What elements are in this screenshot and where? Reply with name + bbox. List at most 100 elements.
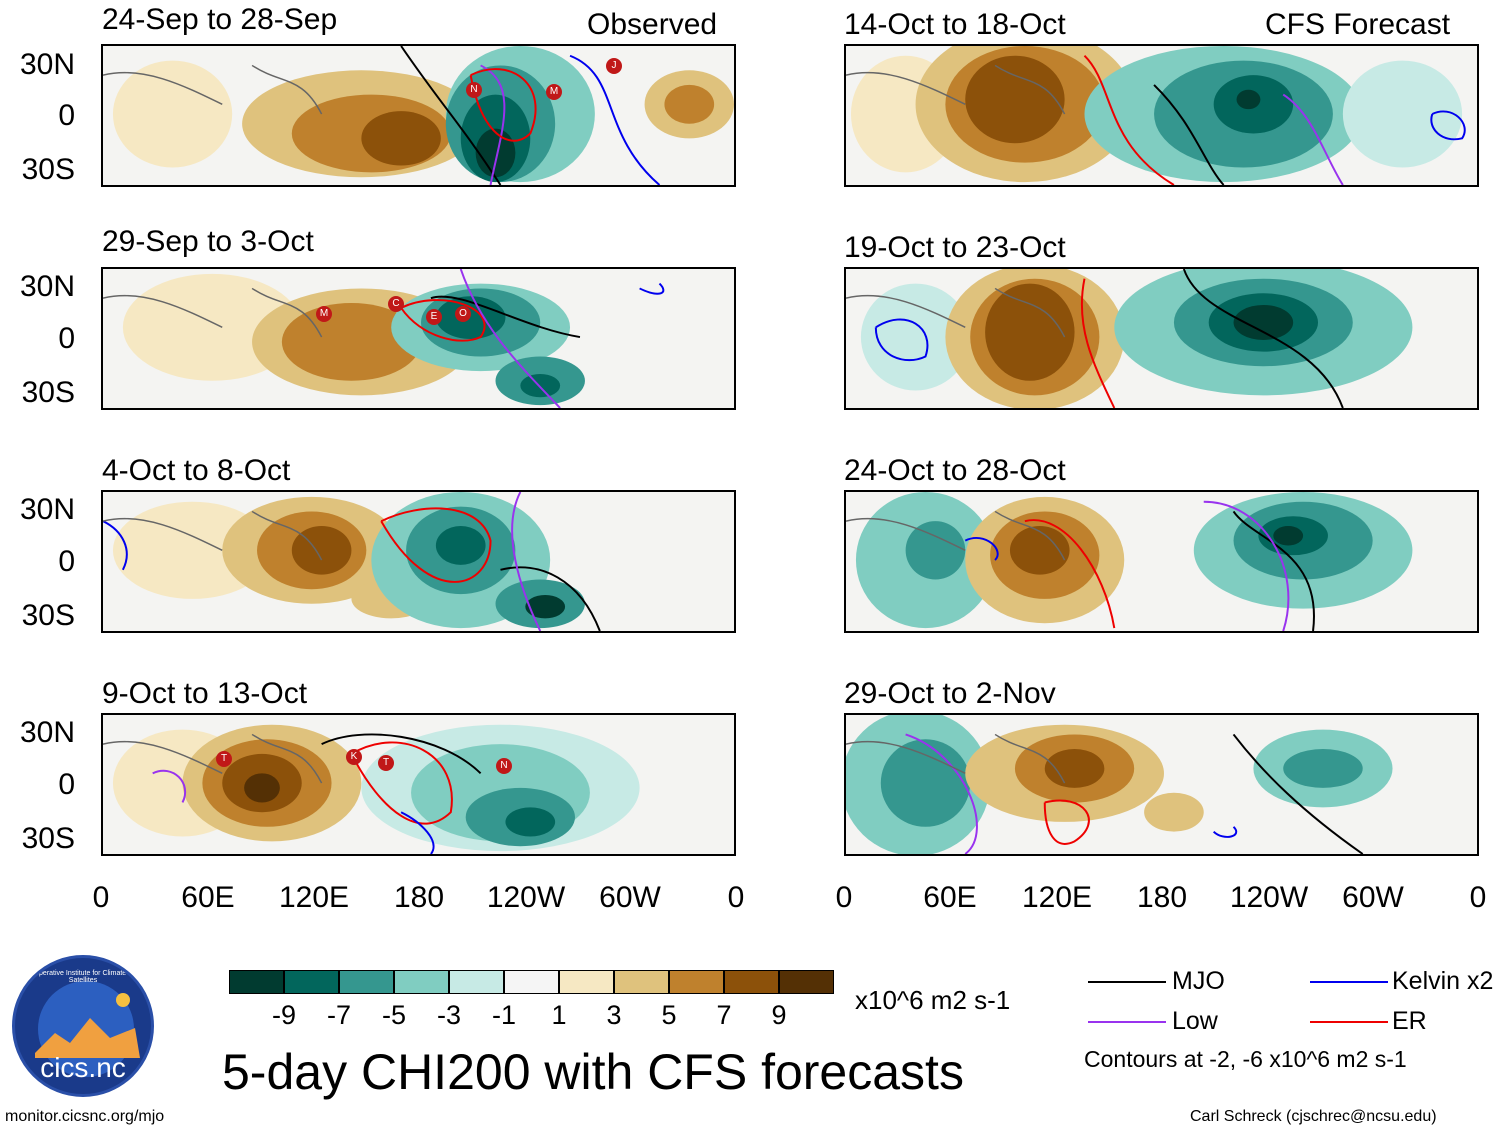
observed-map-3-field xyxy=(103,492,601,631)
observed-map-3 xyxy=(101,490,736,633)
forecast-period-2: 19-Oct to 23-Oct xyxy=(844,231,1066,264)
storm-marker-icon: N xyxy=(466,82,482,98)
cics-logo: Cooperative Institute for Climate and Sa… xyxy=(12,955,154,1097)
colorbar-tick: 5 xyxy=(661,1000,677,1030)
observed-map-1 xyxy=(101,44,736,187)
forecast-period-3: 24-Oct to 28-Oct xyxy=(844,454,1066,487)
forecast-header: CFS Forecast xyxy=(1265,8,1451,41)
forecast-map-1 xyxy=(844,44,1479,187)
colorbar-tick: -5 xyxy=(381,1000,406,1030)
colorbar-swatch xyxy=(339,970,394,994)
legend-line-kelvin xyxy=(1310,981,1388,983)
lat-label-30n: 30N xyxy=(19,493,75,526)
colorbar-swatch xyxy=(559,970,614,994)
colorbar-units: x10^6 m2 s-1 xyxy=(855,985,1011,1015)
storm-marker-icon: O xyxy=(455,306,471,322)
colorbar-swatch xyxy=(284,970,339,994)
lon-label-0: 0 xyxy=(92,881,110,914)
lat-label-30s: 30S xyxy=(21,153,75,186)
colorbar-swatch xyxy=(779,970,834,994)
lat-label-30n: 30N xyxy=(19,48,75,81)
forecast-map-1-field xyxy=(846,46,1466,185)
colorbar-tick: -3 xyxy=(436,1000,461,1030)
lat-label-30n: 30N xyxy=(19,716,75,749)
colorbar-tick: 1 xyxy=(551,1000,567,1030)
colorbar-tick: -1 xyxy=(491,1000,516,1030)
colorbar-tick: 9 xyxy=(771,1000,787,1030)
legend-line-mjo xyxy=(1088,981,1166,983)
storm-marker-icon: M xyxy=(316,306,332,322)
storm-marker-icon: M xyxy=(546,84,562,100)
colorbar-swatch xyxy=(504,970,559,994)
storm-marker-icon: J xyxy=(606,58,622,74)
lon-label-120e: 120E xyxy=(278,881,350,914)
legend-label-mjo: MJO xyxy=(1172,967,1225,995)
storm-marker-icon: N xyxy=(496,758,512,774)
storm-marker-icon: T xyxy=(216,751,232,767)
colorbar-tick: -9 xyxy=(271,1000,296,1030)
main-title: 5-day CHI200 with CFS forecasts xyxy=(222,1044,964,1100)
forecast-map-4-field xyxy=(846,715,1393,854)
legend-label-low: Low xyxy=(1172,1007,1218,1035)
lon-label-0: 0 xyxy=(835,881,853,914)
colorbar-swatch xyxy=(724,970,779,994)
lat-label-30s: 30S xyxy=(21,599,75,632)
colorbar-swatch xyxy=(449,970,504,994)
lat-label-eq: 0 xyxy=(58,99,75,132)
observed-map-1-field xyxy=(103,46,734,185)
legend-line-low xyxy=(1088,1021,1166,1023)
forecast-map-2 xyxy=(844,267,1479,410)
observed-header: Observed xyxy=(587,8,718,41)
lon-label-180: 180 xyxy=(1136,881,1188,914)
storm-marker-icon: C xyxy=(388,296,404,312)
forecast-map-4 xyxy=(844,713,1479,856)
logo-text: cics.nc xyxy=(40,1052,126,1083)
colorbar-swatch xyxy=(614,970,669,994)
legend-label-er: ER xyxy=(1392,1007,1427,1035)
forecast-map-2-field xyxy=(846,269,1413,408)
lat-label-30s: 30S xyxy=(21,822,75,855)
observed-period-1: 24-Sep to 28-Sep xyxy=(102,3,338,36)
observed-period-2: 29-Sep to 3-Oct xyxy=(102,225,314,258)
lon-label-60e: 60E xyxy=(923,881,977,914)
lon-label-60w: 60W xyxy=(599,881,661,914)
cics-logo-graphic xyxy=(35,981,140,1077)
observed-map-4 xyxy=(101,713,736,856)
colorbar-tick: -7 xyxy=(326,1000,351,1030)
observed-period-3: 4-Oct to 8-Oct xyxy=(102,454,291,487)
logo-ring-text: Cooperative Institute for Climate and Sa… xyxy=(26,970,140,984)
forecast-map-3 xyxy=(844,490,1479,633)
lon-label-0: 0 xyxy=(727,881,745,914)
colorbar-swatch xyxy=(229,970,284,994)
footer-website: monitor.cicsnc.org/mjo xyxy=(5,1108,165,1125)
lon-label-120w: 120W xyxy=(1229,881,1309,914)
observed-period-4: 9-Oct to 13-Oct xyxy=(102,677,308,710)
forecast-period-4: 29-Oct to 2-Nov xyxy=(844,677,1056,710)
lon-label-120w: 120W xyxy=(486,881,566,914)
observed-map-4-field xyxy=(103,724,640,854)
lat-label-eq: 0 xyxy=(58,322,75,355)
legend-label-kelvin: Kelvin x2 xyxy=(1392,967,1494,995)
forecast-map-3-field xyxy=(846,492,1413,631)
lat-label-eq: 0 xyxy=(58,768,75,801)
lat-label-30s: 30S xyxy=(21,376,75,409)
legend-contour-note: Contours at -2, -6 x10^6 m2 s-1 xyxy=(1084,1046,1407,1072)
colorbar-swatch xyxy=(669,970,724,994)
lon-label-0: 0 xyxy=(1469,881,1487,914)
lon-label-60w: 60W xyxy=(1342,881,1404,914)
observed-map-2 xyxy=(101,267,736,410)
colorbar-tick: 3 xyxy=(606,1000,622,1030)
observed-map-2-field xyxy=(103,269,665,408)
storm-marker-icon: K xyxy=(346,749,362,765)
lon-label-60e: 60E xyxy=(181,881,235,914)
storm-marker-icon: T xyxy=(378,755,394,771)
lat-label-30n: 30N xyxy=(19,270,75,303)
storm-marker-icon: E xyxy=(426,309,442,325)
lon-label-180: 180 xyxy=(393,881,445,914)
lat-label-eq: 0 xyxy=(58,545,75,578)
colorbar-tick: 7 xyxy=(716,1000,732,1030)
legend-line-er xyxy=(1310,1021,1388,1023)
lon-label-120e: 120E xyxy=(1021,881,1093,914)
colorbar-swatch xyxy=(394,970,449,994)
footer-author: Carl Schreck (cjschrec@ncsu.edu) xyxy=(1190,1108,1437,1125)
